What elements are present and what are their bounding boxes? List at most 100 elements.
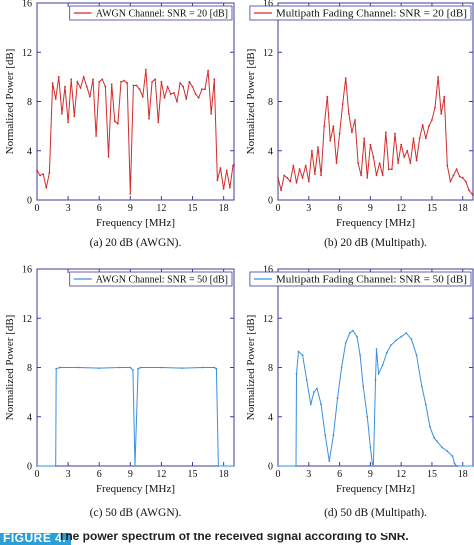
data-point xyxy=(154,78,157,81)
data-point xyxy=(166,85,169,88)
data-point xyxy=(215,367,218,370)
chart-panel-3: 0 4 8 12 16 0 3 6 9 12 15 18 AWGN Channel: SNR = 50 … xyxy=(4,265,235,519)
x-tick-label: 6 xyxy=(97,469,102,480)
x-tick-label: 9 xyxy=(368,469,373,480)
data-point xyxy=(119,366,121,369)
data-point xyxy=(129,192,132,195)
data-point xyxy=(219,167,222,169)
legend-box xyxy=(69,271,233,287)
data-point xyxy=(101,78,104,81)
data-point xyxy=(418,137,421,140)
data-point xyxy=(54,465,57,467)
figure-caption: FIGURE 4. The power spectrum of the rece… xyxy=(0,533,474,545)
data-point xyxy=(458,175,461,178)
data-point xyxy=(126,82,129,84)
data-point xyxy=(429,425,431,428)
data-point xyxy=(329,140,332,142)
x-axis-label: Frequency [MHz] xyxy=(96,217,175,229)
y-tick-label: 12 xyxy=(263,314,273,325)
data-point xyxy=(391,168,393,171)
data-point xyxy=(57,76,60,78)
data-point xyxy=(421,124,424,126)
data-point xyxy=(328,460,331,462)
chart-panel-2: 0 4 8 12 16 0 3 6 9 12 15 18 Multipath Fading Channe… xyxy=(245,0,474,249)
data-point xyxy=(472,465,474,467)
x-tick-label: 3 xyxy=(66,469,71,480)
data-point xyxy=(441,446,444,449)
x-tick-label: 0 xyxy=(35,203,40,214)
data-point xyxy=(354,119,356,121)
data-point xyxy=(67,121,69,124)
data-point xyxy=(409,162,412,165)
x-tick-label: 0 xyxy=(35,469,40,480)
data-point xyxy=(232,164,234,167)
data-point xyxy=(472,194,474,197)
data-point xyxy=(134,465,136,467)
data-point xyxy=(173,92,175,94)
series-line xyxy=(37,367,234,467)
data-point xyxy=(277,465,279,467)
data-point xyxy=(381,174,384,177)
x-tick-label: 12 xyxy=(156,203,166,214)
data-point xyxy=(378,162,381,165)
panel-caption: (c) 50 dB (AWGN). xyxy=(90,507,182,519)
y-tick-label: 0 xyxy=(268,196,273,207)
y-axis-label: Normalized Power [dB] xyxy=(245,49,257,155)
data-point xyxy=(217,465,220,467)
data-point xyxy=(305,378,308,381)
data-point xyxy=(295,181,298,184)
data-point xyxy=(117,122,119,125)
panel-caption: (a) 20 dB (AWGN). xyxy=(90,237,182,249)
data-point xyxy=(395,339,397,342)
x-tick-label: 0 xyxy=(276,469,281,480)
y-tick-label: 16 xyxy=(22,265,32,276)
x-tick-label: 6 xyxy=(97,203,102,214)
data-point xyxy=(446,450,449,453)
data-point xyxy=(286,176,289,179)
data-point xyxy=(453,462,456,465)
data-point xyxy=(366,176,369,179)
data-point xyxy=(424,137,427,140)
data-point xyxy=(277,176,279,179)
data-point xyxy=(377,372,380,375)
data-point xyxy=(120,80,122,83)
x-tick-label: 12 xyxy=(396,469,406,480)
data-point xyxy=(141,95,144,98)
y-tick-label: 4 xyxy=(268,146,273,157)
y-tick-label: 4 xyxy=(27,146,32,157)
data-point xyxy=(362,385,365,387)
x-tick-label: 6 xyxy=(337,203,342,214)
data-point xyxy=(369,446,372,449)
data-point xyxy=(160,80,163,83)
data-point xyxy=(387,168,390,171)
data-point xyxy=(351,131,353,134)
data-point xyxy=(304,164,307,167)
data-point xyxy=(344,77,347,79)
data-point xyxy=(311,149,313,152)
data-point xyxy=(301,176,304,179)
data-point xyxy=(132,84,135,87)
series-line xyxy=(278,329,473,467)
data-point xyxy=(51,82,54,84)
data-point xyxy=(313,391,315,393)
data-point xyxy=(76,80,79,83)
data-point xyxy=(181,367,184,369)
data-point xyxy=(61,112,63,115)
panel-caption: (b) 20 dB (Multipath). xyxy=(324,237,427,249)
legend-label: AWGN Channel: SNR = 50 [dB] xyxy=(96,275,228,286)
data-point xyxy=(110,83,113,86)
data-point xyxy=(191,85,194,88)
data-point xyxy=(431,119,433,121)
legend-label: Multipath Fading Channel: SNR = 20 [dB] xyxy=(276,9,467,20)
data-point xyxy=(64,85,66,88)
y-tick-label: 16 xyxy=(263,0,273,10)
data-point xyxy=(280,189,282,192)
data-point xyxy=(77,366,80,369)
x-tick-label: 15 xyxy=(427,469,437,480)
y-tick-label: 4 xyxy=(27,412,32,423)
series-line xyxy=(36,69,235,194)
data-point xyxy=(381,364,384,366)
x-tick-label: 3 xyxy=(66,203,71,214)
y-axis-label: Normalized Power [dB] xyxy=(245,315,257,421)
data-point xyxy=(394,132,396,135)
